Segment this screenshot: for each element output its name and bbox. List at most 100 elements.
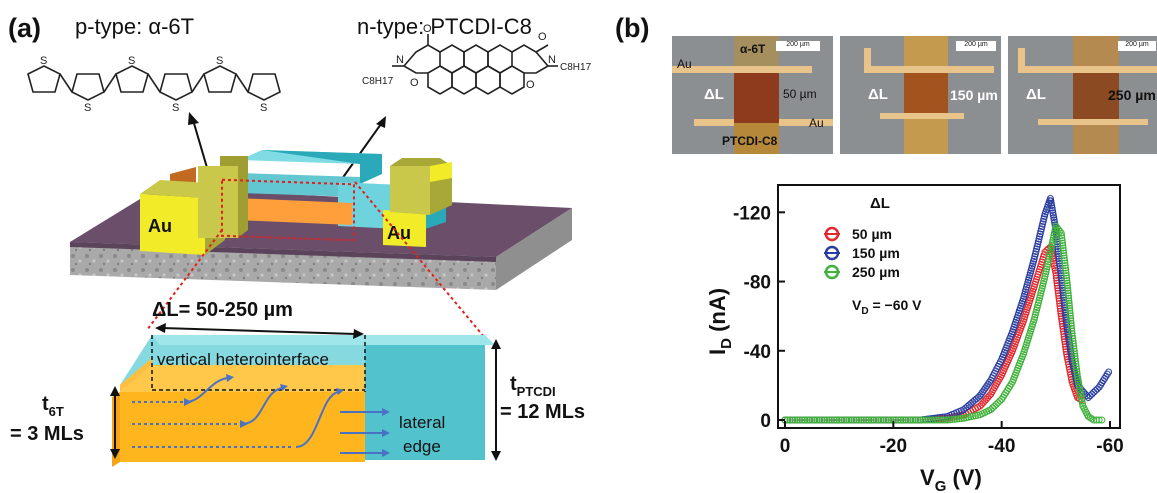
data-point — [1060, 299, 1068, 307]
data-point — [838, 416, 846, 424]
data-point — [987, 406, 995, 414]
data-point — [1084, 394, 1092, 401]
alpha-6t-layer — [236, 198, 352, 225]
data-point — [1064, 287, 1072, 295]
data-point — [1064, 289, 1072, 297]
data-point — [1088, 390, 1096, 398]
data-point — [916, 416, 924, 424]
data-point — [1061, 306, 1069, 314]
data-point — [919, 416, 927, 424]
data-point — [1061, 309, 1069, 317]
data-point — [1076, 385, 1084, 393]
data-point — [1059, 244, 1067, 252]
data-point — [820, 416, 828, 424]
data-point — [1071, 355, 1079, 363]
data-point — [914, 416, 922, 424]
device-schematic: S S S S S S O O N N O O C8H17 C8H17 — [10, 23, 592, 467]
y-axis-label: ID (nA) — [705, 288, 735, 355]
data-point — [843, 416, 851, 424]
data-point — [1069, 340, 1077, 348]
data-point — [1065, 297, 1073, 305]
data-point — [1048, 202, 1056, 210]
data-point — [948, 416, 956, 424]
data-point — [828, 416, 836, 424]
data-point — [1060, 254, 1068, 262]
data-point — [1048, 204, 1056, 212]
data-point — [934, 416, 942, 424]
data-point — [1066, 312, 1074, 320]
data-point — [1050, 216, 1058, 224]
data-point — [1062, 311, 1070, 319]
data-point — [786, 416, 794, 424]
data-point — [875, 416, 883, 424]
legend-label: 250 µm — [852, 264, 900, 280]
data-point — [1065, 294, 1073, 302]
data-point — [1063, 277, 1071, 285]
data-point — [1073, 368, 1081, 376]
au-label-right: Au — [387, 223, 411, 243]
data-point — [1070, 342, 1078, 350]
data-point — [1069, 335, 1077, 343]
micro3-dl-value: 250 µm — [1108, 87, 1156, 103]
data-point — [1059, 242, 1067, 250]
legend-title: ΔL — [870, 195, 890, 212]
data-point — [845, 416, 853, 424]
legend-label: 150 µm — [852, 245, 900, 261]
data-point — [1064, 284, 1072, 292]
micrograph-50um: 200 µm Au α-6T ΔL 50 µm PTCDI-C8 Au — [672, 36, 833, 154]
data-point — [815, 416, 823, 424]
data-point — [926, 416, 934, 424]
plot-frame — [777, 184, 1121, 429]
y-tick-label: -80 — [744, 273, 771, 294]
au-electrode-right — [383, 158, 452, 247]
data-point — [1105, 368, 1113, 376]
svg-text:S: S — [260, 102, 267, 114]
micro1-dl: ΔL — [704, 86, 724, 103]
data-point — [840, 416, 848, 424]
legend-label: 50 µm — [852, 226, 892, 242]
scale-bar-1: 200 µm — [776, 41, 820, 51]
svg-text:S: S — [128, 55, 135, 67]
data-point — [857, 416, 865, 424]
data-point — [1090, 388, 1098, 396]
data-point — [850, 416, 858, 424]
data-point — [1068, 324, 1076, 332]
data-point — [899, 416, 907, 424]
data-point — [941, 416, 949, 424]
data-point — [791, 416, 799, 424]
data-point — [1063, 323, 1071, 331]
micro1-au-bottom: Au — [809, 116, 824, 130]
data-point — [1062, 269, 1070, 277]
data-point — [1064, 333, 1072, 341]
data-point — [1084, 413, 1092, 421]
data-point — [823, 416, 831, 424]
data-point — [992, 400, 1000, 408]
data-point — [1073, 365, 1081, 373]
data-point — [1058, 320, 1066, 328]
data-point — [872, 416, 880, 424]
data-point — [950, 415, 958, 423]
heterointerface-label: vertical heterointerface — [157, 350, 329, 369]
data-point — [931, 416, 939, 424]
data-point — [882, 416, 890, 424]
data-point — [865, 416, 873, 424]
data-point — [860, 416, 868, 424]
tptcdi-label: tPTCDI — [510, 373, 556, 399]
data-point — [1059, 327, 1067, 335]
ptcdi-left-chain: C8H17 — [362, 76, 394, 87]
data-point — [907, 416, 915, 424]
data-point — [847, 416, 855, 424]
data-point — [902, 416, 910, 424]
data-point — [990, 402, 998, 410]
data-point — [1050, 214, 1058, 222]
data-point — [806, 416, 814, 424]
data-point — [1063, 274, 1071, 282]
data-point — [1060, 252, 1068, 260]
data-point — [1046, 194, 1054, 202]
svg-text:N: N — [396, 54, 404, 66]
data-point — [929, 416, 937, 424]
data-point — [1077, 390, 1085, 398]
data-point — [877, 416, 885, 424]
data-point — [870, 416, 878, 424]
data-point — [1061, 264, 1069, 272]
